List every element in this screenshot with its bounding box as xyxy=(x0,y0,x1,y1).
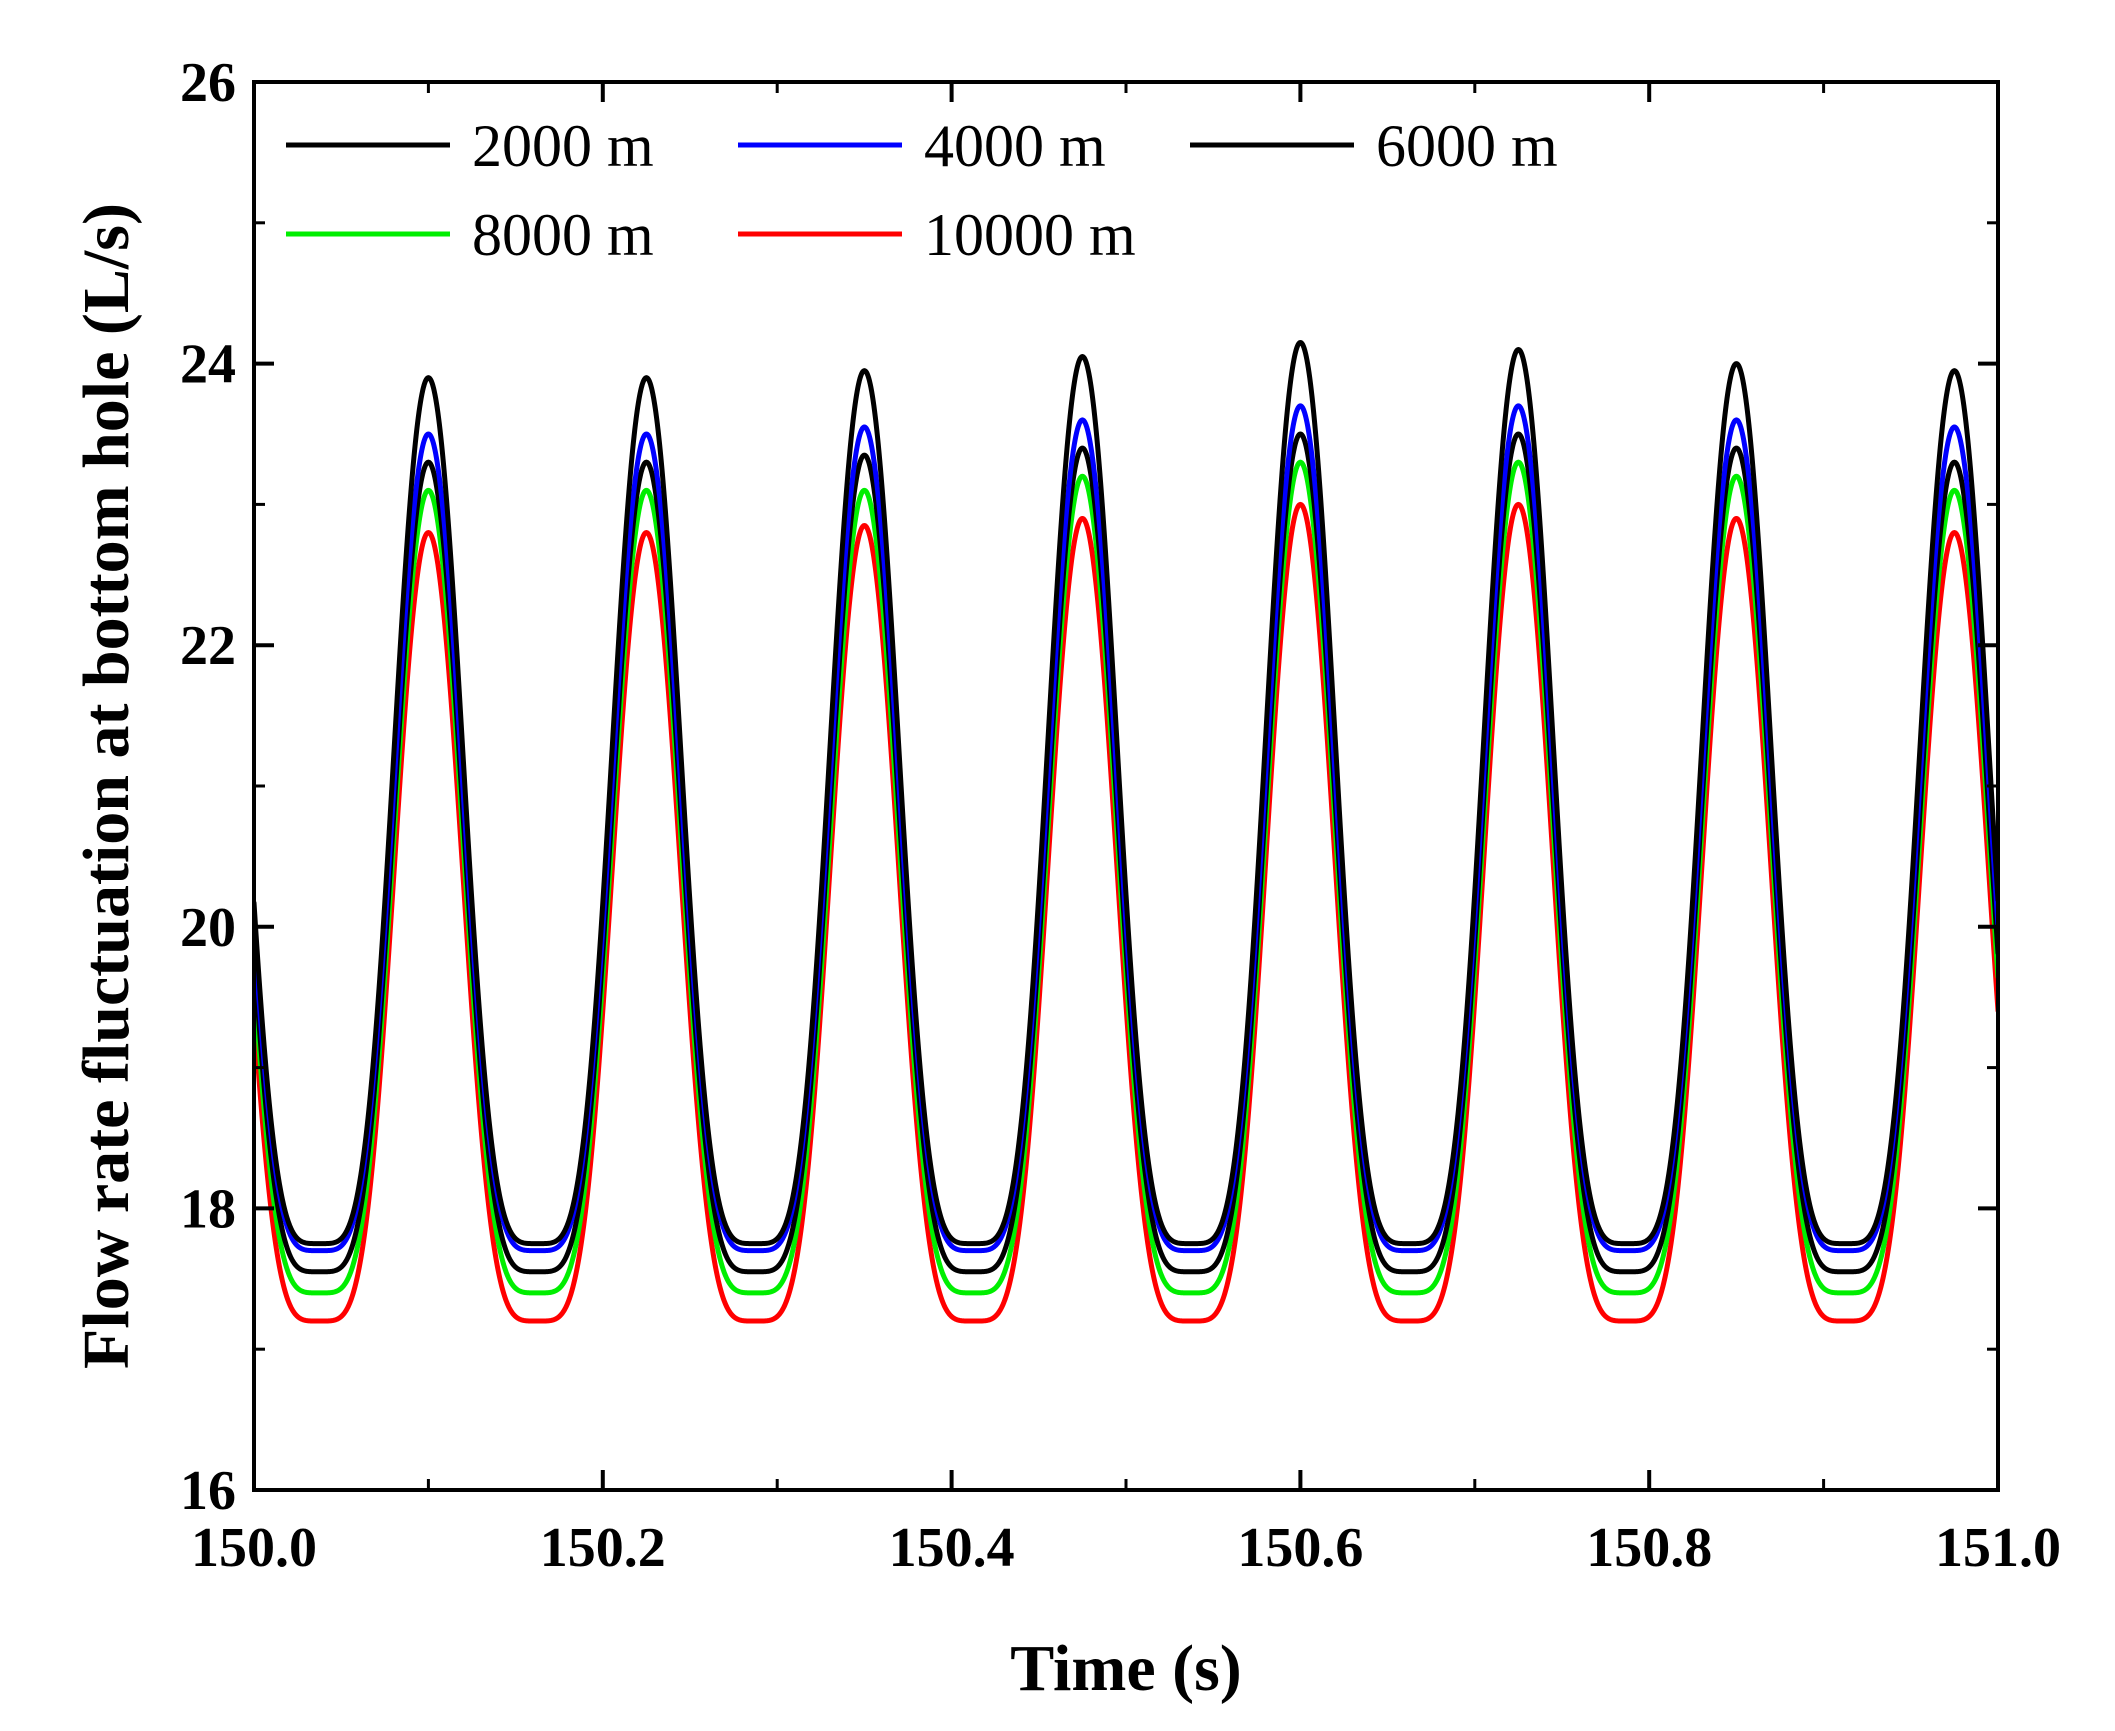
x-tick-label: 150.0 xyxy=(191,1517,317,1579)
y-tick-label: 16 xyxy=(180,1460,236,1522)
legend-label: 10000 m xyxy=(924,202,1136,268)
x-tick-label: 150.2 xyxy=(540,1517,666,1579)
x-axis-title: Time (s) xyxy=(1010,1632,1242,1705)
y-tick-label: 22 xyxy=(180,615,236,677)
x-tick-label: 151.0 xyxy=(1935,1517,2061,1579)
legend-label: 6000 m xyxy=(1376,113,1558,179)
legend: 2000 m 4000 m 6000 m 8000 m 10000 m xyxy=(286,113,1558,268)
legend-label: 2000 m xyxy=(472,113,654,179)
series-line-2000-m xyxy=(254,339,1998,1247)
x-tick-label: 150.8 xyxy=(1586,1517,1712,1579)
series-layer xyxy=(254,339,1998,1324)
x-tick-label: 150.6 xyxy=(1237,1517,1363,1579)
legend-label: 8000 m xyxy=(472,202,654,268)
y-tick-label: 26 xyxy=(180,52,236,114)
legend-label: 4000 m xyxy=(924,113,1106,179)
axis-ticks: 150.0 150.2 150.4 150.6 150.8 151.0 16 18 20 22 24… xyxy=(180,52,2061,1579)
y-tick-label: 24 xyxy=(180,334,236,396)
y-tick-label: 18 xyxy=(180,1178,236,1240)
x-tick-label: 150.4 xyxy=(889,1517,1015,1579)
y-axis-title: Flow rate fluctuation at bottom hole (L/… xyxy=(70,203,143,1369)
y-tick-label: 20 xyxy=(180,897,236,959)
